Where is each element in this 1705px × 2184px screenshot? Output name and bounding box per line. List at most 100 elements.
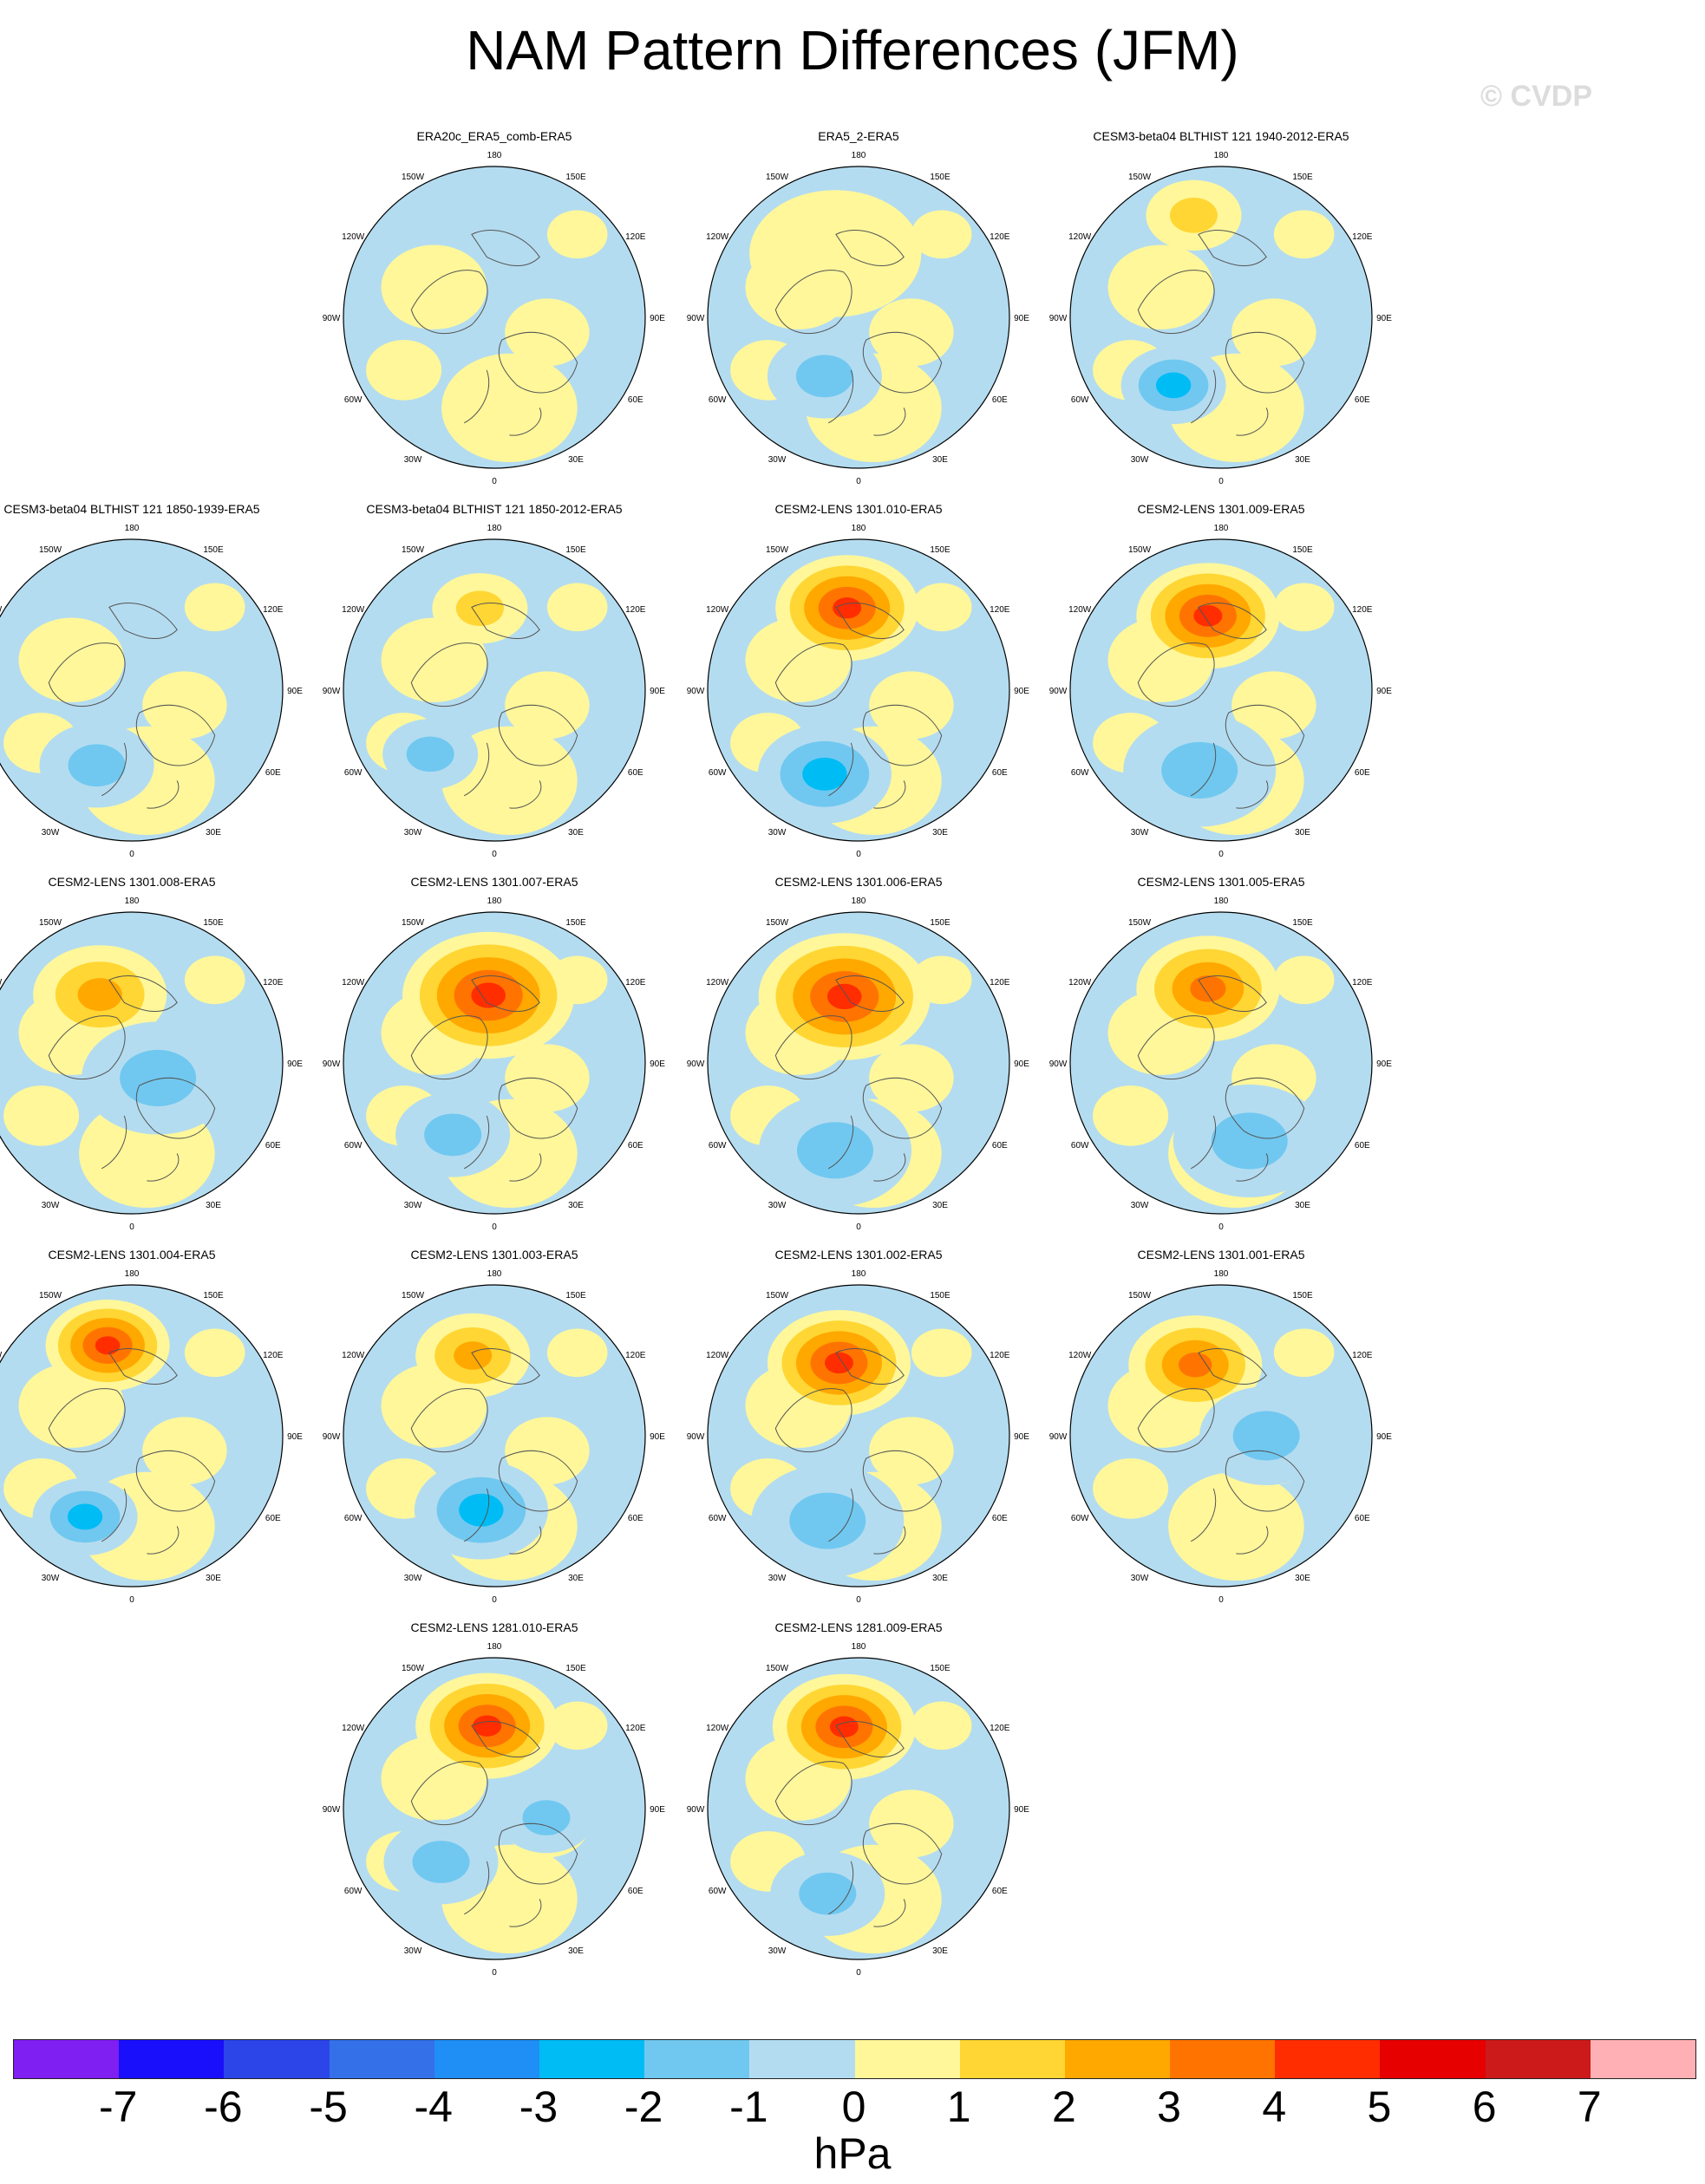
- longitude-label: 150W: [1128, 545, 1152, 555]
- coastline: [1190, 1115, 1269, 1182]
- longitude-label: 90E: [650, 687, 665, 696]
- coastline: [862, 704, 943, 766]
- colorbar-swatch: [854, 2040, 960, 2078]
- map-panel: CESM2-LENS 1301.009-ERA5 180 150E 120E 90E 60…: [1039, 501, 1403, 865]
- longitude-label: 0: [856, 1968, 861, 1978]
- longitude-label: 60W: [1071, 395, 1089, 405]
- longitude-label: 90W: [687, 1432, 705, 1442]
- anomaly-contour: [796, 1122, 874, 1179]
- map-panel: CESM2-LENS 1281.010-ERA5 180 150E 120E 90E 60…: [312, 1620, 676, 1984]
- positive-patch: [1093, 1458, 1169, 1519]
- longitude-label: 30E: [568, 455, 584, 465]
- map-panel: CESM3-beta04 BLTHIST 121 1850-1939-ERA5 1…: [0, 501, 314, 865]
- anomaly-contour: [789, 1492, 866, 1549]
- anomaly-contour: [522, 1800, 571, 1835]
- colorbar-swatch: [749, 2040, 855, 2078]
- longitude-label: 150W: [766, 1291, 789, 1301]
- colorbar-units: hPa: [813, 2129, 892, 2178]
- longitude-label: 150W: [766, 173, 789, 182]
- longitude-label: 90W: [687, 687, 705, 696]
- longitude-label: 150W: [402, 918, 425, 928]
- panel-title: CESM2-LENS 1281.010-ERA5: [410, 1620, 578, 1634]
- coastline: [1137, 1388, 1215, 1453]
- longitude-label: 150E: [565, 1291, 586, 1301]
- panel-title: CESM3-beta04 BLTHIST 121 1940-2012-ERA5: [1093, 129, 1349, 143]
- longitude-label: 60W: [344, 1514, 363, 1523]
- longitude-label: 150W: [766, 1664, 789, 1673]
- longitude-label: 90W: [687, 1805, 705, 1815]
- longitude-label: 120E: [625, 232, 646, 242]
- longitude-label: 90E: [650, 314, 665, 323]
- longitude-label: 120E: [1352, 1351, 1373, 1360]
- positive-patch: [184, 583, 245, 632]
- longitude-label: 90W: [1049, 314, 1068, 323]
- coastline: [1190, 742, 1269, 809]
- longitude-label: 60E: [992, 768, 1008, 778]
- coastline: [108, 975, 178, 1012]
- coastline: [135, 704, 216, 766]
- anomaly-contour: [802, 757, 847, 791]
- longitude-label: 150E: [203, 918, 224, 928]
- anomaly-contour: [120, 1049, 197, 1106]
- longitude-label: 180: [487, 151, 502, 160]
- longitude-label: 90E: [650, 1059, 665, 1069]
- longitude-label: 0: [856, 477, 861, 486]
- longitude-label: 90W: [323, 1059, 341, 1069]
- anomaly-contour: [824, 1352, 853, 1374]
- longitude-label: 30W: [1131, 1574, 1149, 1583]
- longitude-label: 60W: [344, 1141, 363, 1151]
- longitude-label: 30E: [1295, 828, 1310, 838]
- polar-map: 180 150E 120E 90E 60E 30E 0 30W 60W 90W 120W 150W: [687, 1642, 1030, 1978]
- coastline: [471, 230, 540, 266]
- longitude-label: 150E: [1292, 918, 1313, 928]
- positive-patch: [1168, 1471, 1304, 1581]
- longitude-label: 120E: [625, 1724, 646, 1733]
- longitude-label: 180: [852, 524, 866, 533]
- longitude-label: 0: [492, 1968, 497, 1978]
- longitude-label: 90E: [1376, 687, 1392, 696]
- positive-patch: [1273, 955, 1335, 1005]
- panel-title: CESM2-LENS 1301.007-ERA5: [410, 875, 578, 889]
- coastline: [774, 1388, 852, 1453]
- anomaly-contour: [829, 1716, 859, 1737]
- longitude-label: 30E: [568, 1574, 584, 1583]
- colorbar-swatch: [1485, 2040, 1591, 2078]
- longitude-label: 150W: [39, 918, 62, 928]
- colorbar-tick-label: -6: [204, 2083, 243, 2131]
- longitude-label: 180: [1214, 524, 1229, 533]
- longitude-label: 120W: [1068, 1351, 1092, 1360]
- longitude-label: 120E: [625, 1351, 646, 1360]
- longitude-label: 180: [1214, 896, 1229, 906]
- longitude-label: 120E: [625, 605, 646, 615]
- longitude-label: 120E: [990, 232, 1010, 242]
- coastline: [827, 369, 906, 436]
- coastline: [774, 270, 852, 335]
- longitude-label: 30E: [206, 1574, 221, 1583]
- colorbar-tick-label: 0: [841, 2083, 866, 2131]
- longitude-label: 30E: [932, 1946, 948, 1956]
- longitude-label: 150E: [930, 173, 950, 182]
- longitude-label: 60W: [1071, 1141, 1089, 1151]
- longitude-label: 60W: [709, 1141, 727, 1151]
- anomaly-contour: [68, 744, 126, 787]
- coastline: [835, 230, 905, 266]
- longitude-label: 150E: [565, 545, 586, 555]
- map-border: [707, 1284, 1010, 1587]
- longitude-label: 150W: [402, 545, 425, 555]
- longitude-label: 90W: [687, 1059, 705, 1069]
- coastline: [1190, 369, 1269, 436]
- anomaly-contour: [1178, 1353, 1212, 1378]
- polar-map: 180 150E 120E 90E 60E 30E 0 30W 60W 90W 120W 150W: [687, 1269, 1030, 1605]
- coastline: [835, 1721, 905, 1757]
- map-panel: CESM2-LENS 1301.002-ERA5 180 150E 120E 90E 60…: [676, 1247, 1041, 1611]
- map-panel: CESM2-LENS 1301.008-ERA5 180 150E 120E 90E 60…: [0, 874, 314, 1238]
- longitude-label: 150E: [930, 1664, 950, 1673]
- longitude-label: 90E: [287, 1059, 303, 1069]
- map-border: [343, 166, 646, 469]
- longitude-label: 180: [1214, 1269, 1229, 1279]
- coastline: [108, 603, 178, 639]
- map-border: [1069, 1284, 1373, 1587]
- longitude-label: 120E: [625, 978, 646, 988]
- map-border: [1069, 538, 1373, 842]
- longitude-label: 60E: [265, 768, 281, 778]
